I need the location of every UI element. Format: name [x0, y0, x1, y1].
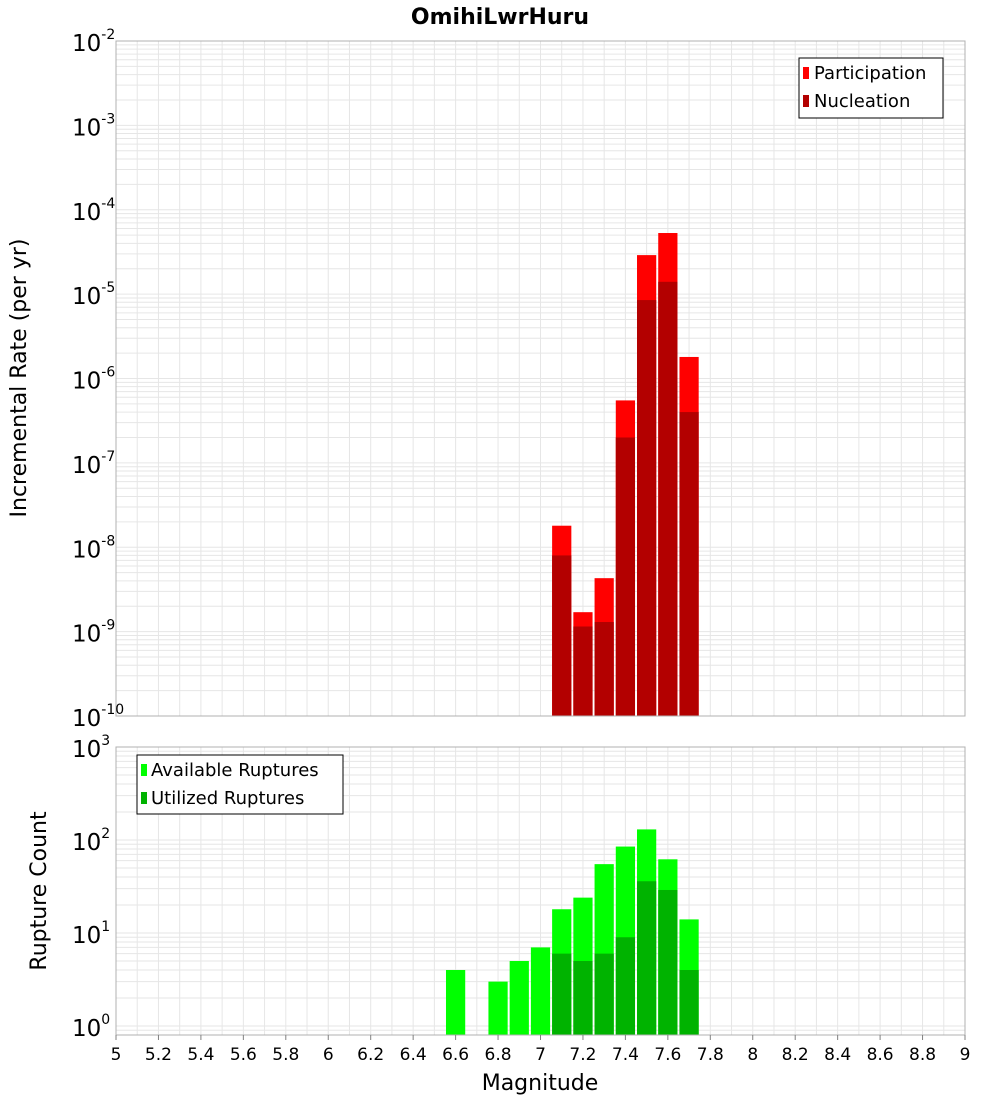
x-tick-label: 9 [960, 1045, 971, 1065]
legend-label-utilized: Utilized Ruptures [151, 788, 304, 809]
x-ticks: 5 5.2 5.4 5.6 5.8 6 6.2 6.4 6.6 6.8 7 7.2 7.4 7.6 7.8 8… [111, 1035, 971, 1065]
top-bars [552, 233, 699, 716]
bottom-panel: 100 101 102 103 Rupture Count Available Rup… [27, 733, 966, 1042]
y-tick-label: 100 [72, 1012, 110, 1042]
rate-bar-inner [658, 281, 678, 716]
count-bar-inner [658, 889, 678, 1035]
legend-label-nucleation: Nucleation [814, 91, 910, 112]
bottom-bars [445, 829, 699, 1035]
count-bar-inner [594, 953, 614, 1035]
rate-bar-inner [679, 412, 699, 716]
x-axis-label: Magnitude [482, 1071, 599, 1096]
count-bar-outer [509, 960, 529, 1035]
legend-label-participation: Participation [814, 63, 926, 84]
top-panel: 10-10 10-9 10-8 10-7 10-6 10-5 10-4 10-3 10-2 In… [7, 27, 966, 732]
x-tick-label: 7 [535, 1045, 546, 1065]
x-tick-label: 8.4 [824, 1045, 851, 1065]
y-tick-label: 101 [72, 919, 110, 949]
y-tick-label: 10-8 [72, 533, 115, 563]
x-tick-label: 8 [747, 1045, 758, 1065]
bottom-legend: Available Ruptures Utilized Ruptures [136, 754, 344, 815]
legend-label-available: Available Ruptures [151, 760, 319, 781]
y-tick-label: 10-2 [72, 27, 115, 57]
x-tick-label: 7.2 [569, 1045, 596, 1065]
y-tick-label: 10-10 [72, 702, 124, 732]
bottom-y-ticks: 100 101 102 103 [72, 733, 110, 1042]
x-tick-label: 6.2 [357, 1045, 384, 1065]
top-grid [115, 41, 966, 717]
x-tick-label: 7.8 [697, 1045, 724, 1065]
x-tick-label: 5.6 [230, 1045, 257, 1065]
count-bar-outer [445, 969, 466, 1035]
legend-swatch-utilized [141, 792, 147, 804]
legend-swatch-nucleation [803, 95, 809, 107]
count-bar-inner [637, 881, 657, 1035]
y-tick-label: 10-6 [72, 365, 115, 395]
rate-bar-inner [573, 626, 593, 716]
top-y-axis-label: Incremental Rate (per yr) [7, 239, 32, 518]
bottom-legend-box [136, 754, 344, 815]
rate-bar-inner [615, 437, 636, 716]
rate-bar-inner [594, 622, 614, 716]
count-bar-inner [615, 937, 636, 1035]
top-y-ticks: 10-10 10-9 10-8 10-7 10-6 10-5 10-4 10-3 10-2 [72, 27, 124, 732]
x-tick-label: 5.8 [272, 1045, 299, 1065]
legend-swatch-participation [803, 67, 809, 79]
count-bar-inner [573, 960, 593, 1035]
x-tick-label: 6.4 [400, 1045, 427, 1065]
x-tick-label: 7.6 [654, 1045, 681, 1065]
x-tick-label: 6 [323, 1045, 334, 1065]
y-tick-label: 103 [72, 733, 110, 763]
y-tick-label: 102 [72, 826, 110, 856]
count-bar-outer [488, 981, 508, 1035]
y-tick-label: 10-3 [72, 111, 115, 141]
y-tick-label: 10-5 [72, 280, 115, 310]
x-tick-label: 5 [111, 1045, 122, 1065]
count-bar-inner [679, 969, 699, 1035]
count-bar-outer [530, 947, 551, 1035]
y-tick-label: 10-7 [72, 449, 115, 479]
y-tick-label: 10-4 [72, 196, 115, 226]
x-tick-label: 7.4 [612, 1045, 639, 1065]
bottom-y-axis-label: Rupture Count [27, 811, 52, 971]
top-legend-box [798, 57, 944, 119]
top-frame [115, 40, 966, 717]
y-tick-label: 10-9 [72, 618, 115, 648]
legend-swatch-available [141, 764, 147, 776]
count-bar-inner [552, 953, 572, 1035]
chart-title: OmihiLwrHuru [411, 5, 589, 30]
x-tick-label: 5.4 [187, 1045, 214, 1065]
x-tick-label: 8.6 [867, 1045, 894, 1065]
x-tick-label: 6.6 [442, 1045, 469, 1065]
x-tick-label: 6.8 [485, 1045, 512, 1065]
top-legend: Participation Nucleation [798, 57, 944, 119]
x-tick-label: 8.2 [782, 1045, 809, 1065]
x-tick-label: 8.8 [909, 1045, 936, 1065]
x-tick-label: 5.2 [145, 1045, 172, 1065]
rate-bar-inner [637, 300, 657, 716]
rate-bar-inner [552, 555, 572, 716]
